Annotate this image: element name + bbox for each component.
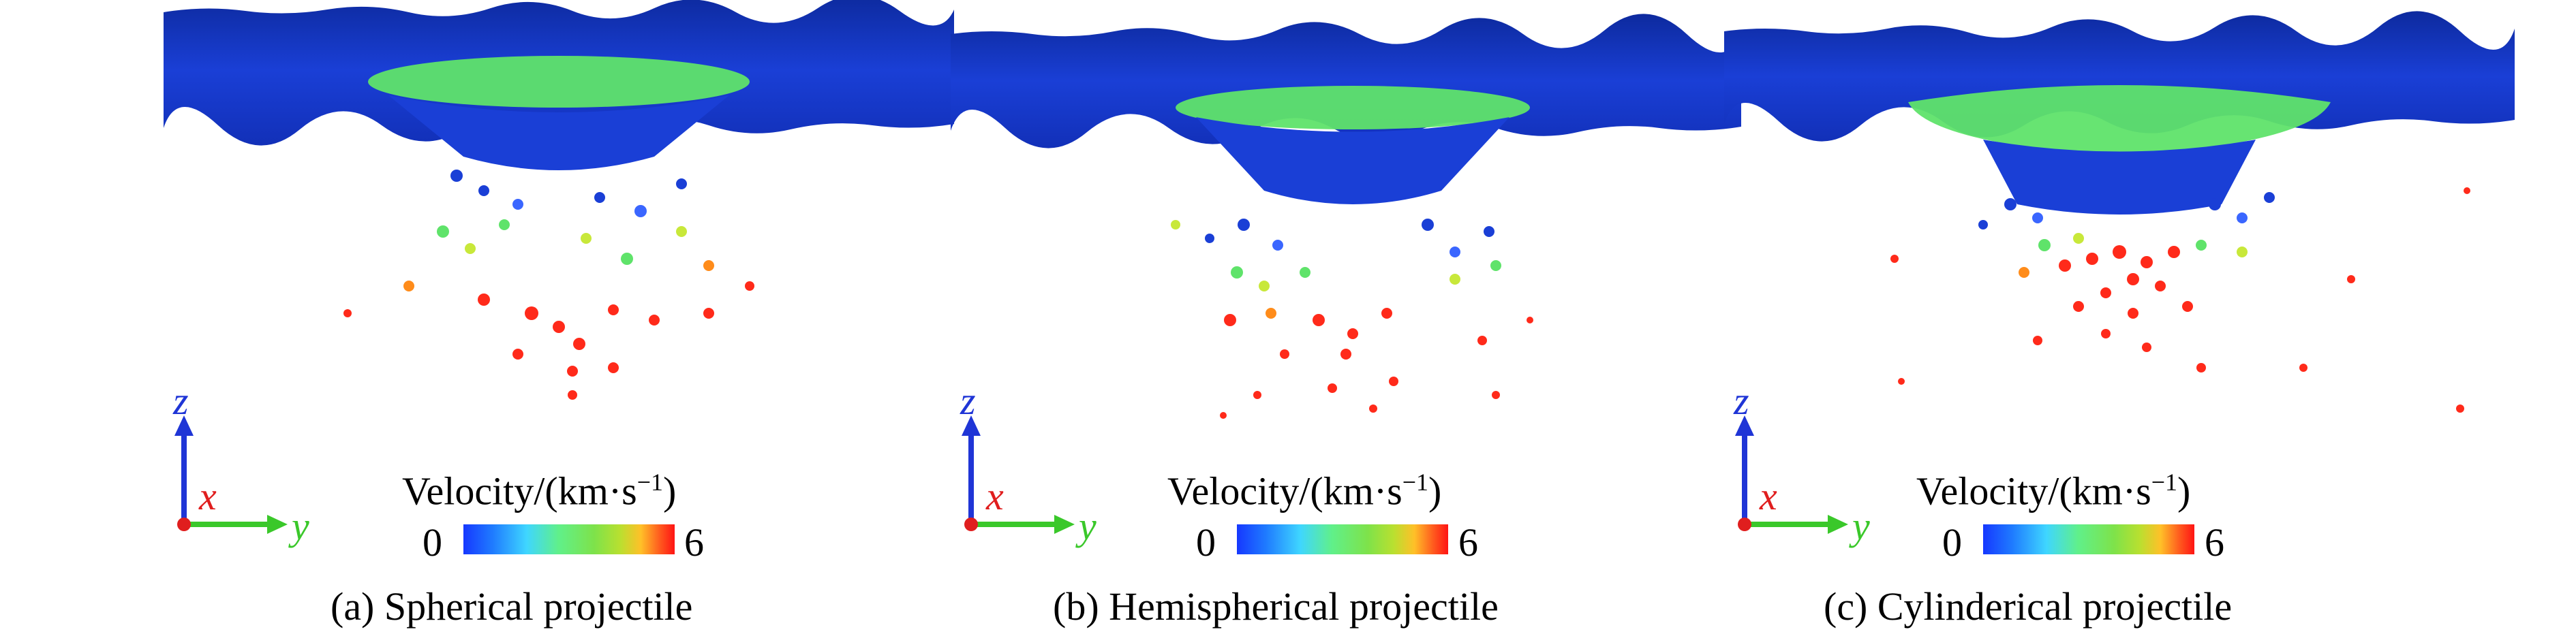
coordinate-axes <box>174 415 288 534</box>
debris-cloud-simulation <box>1724 11 2515 413</box>
debris-particles <box>1890 187 2470 413</box>
z-axis-label: z <box>173 379 189 423</box>
coordinate-axes <box>1735 415 1848 534</box>
debris-particles <box>343 170 754 400</box>
crater-rim <box>1908 85 2331 157</box>
colorbar <box>463 524 675 554</box>
z-axis-label: z <box>1734 379 1749 423</box>
colorbar <box>1983 524 2194 554</box>
colorbar-max: 6 <box>1458 520 1478 565</box>
crater-cone <box>388 95 729 170</box>
panel-c: z x y Velocity/(km·s−1) 0 6 (c) Cylinder… <box>1724 0 2515 634</box>
target-plate <box>951 14 1741 148</box>
z-axis-label: z <box>960 379 976 423</box>
colorbar-min: 0 <box>1196 520 1216 565</box>
caption: (c) Cylinderical projectile <box>1824 584 2233 629</box>
debris-particles <box>1171 219 1533 419</box>
crater-rim <box>1176 86 1530 129</box>
colorbar-title: Velocity/(km·s−1) <box>1916 469 2191 513</box>
x-axis-label: x <box>986 474 1004 518</box>
x-axis-label: x <box>1760 474 1777 518</box>
debris-cloud-simulation <box>164 0 954 400</box>
colorbar-title: Velocity/(km·s−1) <box>402 469 677 513</box>
y-axis-label: y <box>292 504 309 548</box>
y-axis-label: y <box>1852 504 1870 548</box>
crater-rim <box>368 56 750 108</box>
colorbar-max: 6 <box>684 520 704 565</box>
colorbar <box>1237 524 1448 554</box>
y-axis-label: y <box>1079 504 1097 548</box>
debris-cloud-simulation <box>951 14 1741 419</box>
coordinate-axes <box>962 415 1075 534</box>
colorbar-title: Velocity/(km·s−1) <box>1167 469 1442 513</box>
crater-cone <box>1196 117 1509 204</box>
caption: (a) Spherical projectile <box>331 584 693 629</box>
x-axis-label: x <box>199 474 217 518</box>
panel-a: z x y Velocity/(km·s−1) 0 6 (a) Spherica… <box>164 0 954 634</box>
caption: (b) Hemispherical projectile <box>1053 584 1499 629</box>
crater-cone <box>1983 140 2256 215</box>
colorbar-max: 6 <box>2205 520 2224 565</box>
colorbar-min: 0 <box>423 520 442 565</box>
colorbar-min: 0 <box>1942 520 1962 565</box>
panel-b: z x y Velocity/(km·s−1) 0 6 (b) Hemisphe… <box>951 0 1741 634</box>
